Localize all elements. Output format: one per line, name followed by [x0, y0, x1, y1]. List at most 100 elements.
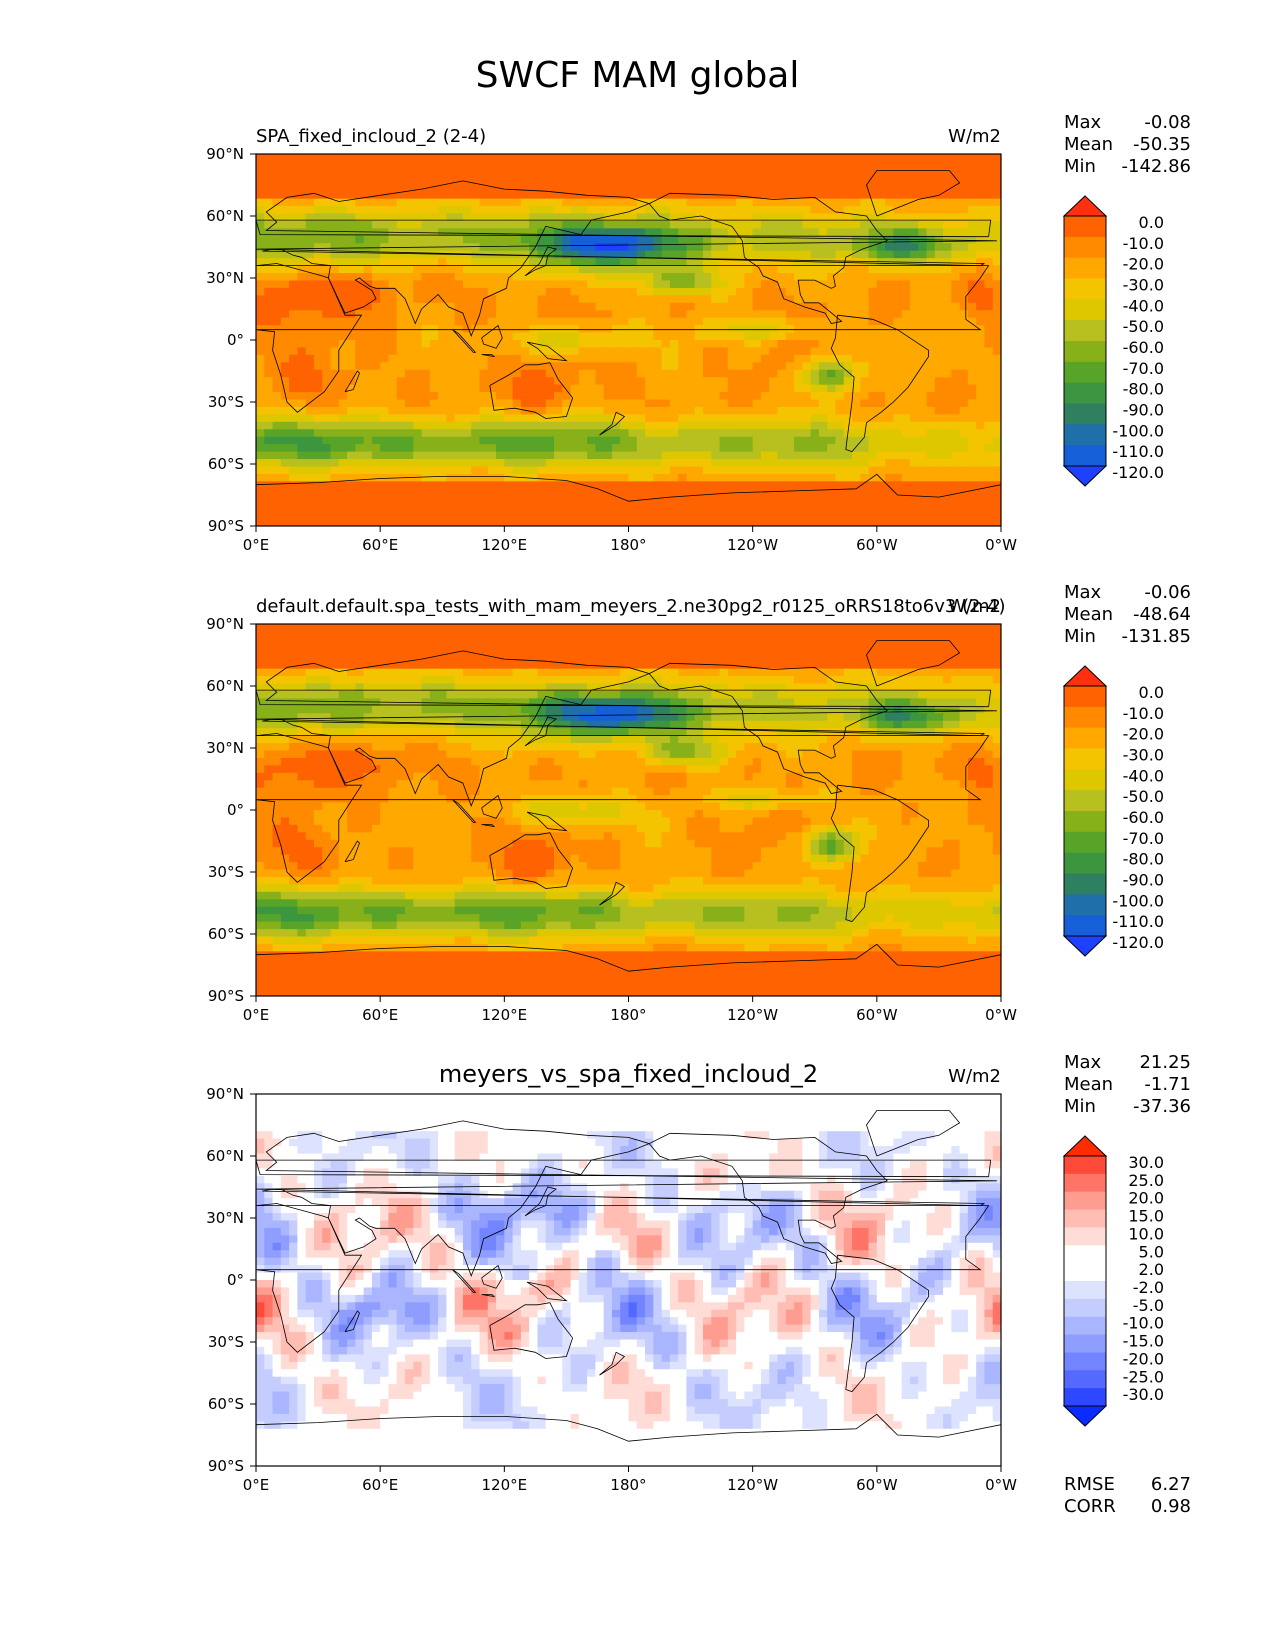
field-cell	[471, 481, 481, 490]
field-cell	[438, 228, 447, 237]
field-cell	[462, 332, 472, 341]
field-cell	[860, 191, 870, 200]
field-cell	[256, 488, 265, 497]
field-cell	[272, 414, 282, 423]
field-cell	[338, 369, 348, 378]
field-cell	[868, 638, 878, 647]
field-cell	[429, 161, 439, 170]
field-cell	[976, 250, 986, 259]
field-cell	[338, 354, 348, 363]
field-cell	[570, 436, 580, 445]
field-cell	[852, 624, 861, 633]
field-cell	[727, 347, 737, 356]
field-cell	[363, 168, 373, 177]
field-cell	[992, 631, 1001, 640]
field-cell	[405, 280, 414, 289]
field-cell	[587, 481, 596, 490]
field-cell	[272, 638, 282, 647]
field-cell	[396, 466, 406, 475]
field-cell	[711, 638, 721, 647]
field-cell	[934, 183, 944, 192]
field-cell	[934, 503, 944, 512]
field-cell	[885, 459, 894, 468]
field-cell	[388, 459, 398, 468]
field-cell	[926, 198, 936, 207]
field-cell	[876, 154, 886, 163]
panel-title: SPA_fixed_incloud_2 (2-4)	[256, 126, 486, 147]
field-cell	[719, 377, 729, 386]
field-cell	[280, 198, 290, 207]
field-cell	[413, 459, 423, 468]
field-cell	[289, 392, 298, 401]
field-cell	[678, 481, 688, 490]
coastline	[256, 219, 992, 238]
field-cell	[868, 429, 878, 438]
field-cell	[752, 243, 762, 252]
field-cell	[827, 526, 836, 534]
field-cell	[661, 638, 671, 647]
field-cell	[388, 213, 398, 222]
field-cell	[272, 496, 282, 505]
field-cell	[967, 354, 977, 363]
field-cell	[669, 362, 679, 371]
field-cell	[322, 176, 332, 185]
field-cell	[545, 168, 555, 177]
field-cell	[512, 273, 522, 282]
field-cell	[868, 384, 878, 393]
field-cell	[429, 191, 439, 200]
field-cell	[446, 347, 456, 356]
field-cell	[339, 526, 348, 534]
field-cell	[810, 503, 820, 512]
field-cell	[330, 302, 340, 311]
field-cell	[876, 340, 886, 349]
field-cell	[595, 317, 605, 326]
field-cell	[984, 518, 994, 526]
lat-tick-label: 0°	[227, 331, 244, 349]
field-cell	[313, 258, 323, 267]
field-cell	[405, 369, 414, 378]
field-cell	[504, 161, 514, 170]
field-cell	[686, 406, 696, 415]
field-cell	[719, 354, 729, 363]
field-cell	[835, 220, 845, 229]
field-cell	[901, 168, 911, 177]
field-cell	[537, 258, 547, 267]
field-cell	[446, 646, 456, 655]
field-cell	[736, 444, 745, 453]
field-cell	[951, 325, 961, 334]
field-cell	[603, 228, 613, 237]
field-cell	[785, 518, 795, 526]
field-cell	[976, 243, 986, 252]
field-cell	[785, 631, 795, 640]
field-cell	[645, 406, 654, 415]
field-cell	[446, 459, 456, 468]
field-cell	[694, 332, 704, 341]
field-cell	[794, 421, 803, 430]
field-cell	[587, 265, 596, 274]
field-cell	[413, 206, 423, 215]
field-cell	[537, 384, 547, 393]
field-cell	[835, 206, 845, 215]
field-cell	[885, 526, 894, 534]
field-cell	[943, 198, 952, 207]
field-cell	[504, 354, 514, 363]
field-cell	[760, 206, 770, 215]
field-cell	[578, 436, 588, 445]
field-cell	[785, 384, 795, 393]
field-cell	[885, 273, 894, 282]
field-cell	[471, 206, 481, 215]
field-cell	[413, 526, 422, 534]
field-cell	[620, 310, 630, 319]
field-cell	[711, 258, 721, 267]
field-cell	[446, 377, 456, 386]
field-cell	[330, 646, 340, 655]
field-cell	[280, 340, 290, 349]
field-cell	[313, 414, 323, 423]
field-cell	[744, 444, 754, 453]
field-cell	[520, 220, 530, 229]
field-cell	[736, 302, 745, 311]
field-cell	[421, 250, 431, 259]
field-cell	[984, 235, 994, 244]
field-cell	[479, 638, 489, 647]
field-cell	[785, 258, 795, 267]
